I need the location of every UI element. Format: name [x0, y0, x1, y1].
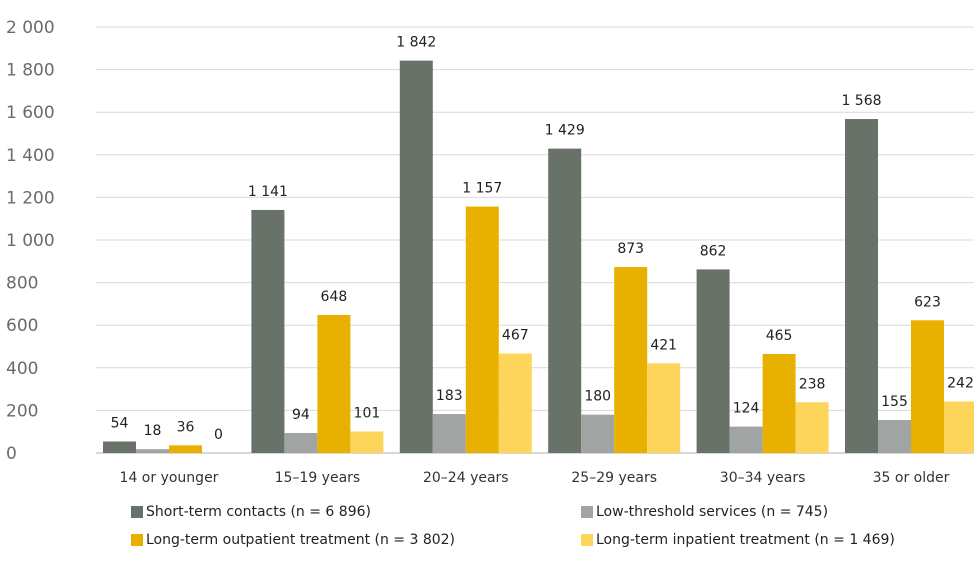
y-tick-label: 400: [6, 359, 38, 379]
data-label: 94: [292, 407, 310, 423]
bar: [251, 209, 285, 453]
data-label: 180: [584, 389, 611, 405]
data-labels: 54 18 36 0 1 141 94 648 101 1 842 183 1 157 467 1 42…: [111, 35, 974, 443]
data-label: 54: [111, 415, 129, 431]
data-label: 1 141: [248, 184, 288, 200]
bar: [911, 320, 944, 453]
data-label: 421: [650, 337, 677, 353]
data-label: 465: [766, 328, 793, 344]
bar: [169, 445, 202, 453]
bar: [944, 401, 974, 453]
bar: [729, 426, 763, 453]
x-tick-label: 20–24 years: [423, 470, 509, 486]
bar: [399, 60, 433, 454]
y-tick-label: 1 400: [6, 146, 55, 166]
y-tick-label: 0: [6, 444, 17, 464]
y-tick-label: 600: [6, 316, 38, 336]
legend-label-outpatient: Long-term outpatient treatment (n = 3 80…: [146, 532, 456, 548]
x-axis-ticks: 14 or younger 15–19 years 20–24 years 25–29…: [120, 470, 950, 486]
bar: [498, 353, 532, 453]
bar: [136, 449, 169, 453]
bars: [103, 60, 974, 454]
data-label: 1 429: [545, 123, 585, 139]
bar: [845, 119, 878, 454]
bar: [795, 402, 829, 453]
bar: [878, 419, 911, 453]
bar: [317, 314, 351, 453]
data-label: 242: [947, 375, 974, 391]
data-label: 101: [354, 405, 381, 421]
data-label: 183: [436, 388, 463, 404]
y-tick-label: 1 000: [6, 231, 55, 251]
legend-item-low-threshold: Low-threshold services (n = 745): [581, 504, 828, 520]
data-label: 623: [914, 294, 941, 310]
data-label: 155: [881, 394, 908, 410]
y-axis-ticks: 0 200 400 600 800 1 000 1 200 1 400 1 600 1 800 2 …: [6, 18, 55, 464]
data-label: 862: [700, 243, 727, 259]
legend-item-inpatient: Long-term inpatient treatment (n = 1 469…: [581, 532, 895, 548]
bar: [103, 441, 136, 453]
data-label: 467: [502, 328, 529, 344]
x-tick-label: 14 or younger: [120, 470, 219, 486]
data-label: 1 568: [841, 93, 881, 109]
legend-item-outpatient: Long-term outpatient treatment (n = 3 80…: [131, 532, 455, 548]
data-label: 18: [144, 423, 162, 439]
bar: [696, 269, 730, 453]
data-label: 0: [214, 427, 223, 443]
data-label: 124: [733, 401, 760, 417]
y-tick-label: 1 800: [6, 61, 55, 81]
legend-swatch-inpatient: [581, 534, 593, 546]
y-tick-label: 800: [6, 274, 38, 294]
bar: [647, 363, 681, 453]
y-tick-label: 2 000: [6, 18, 55, 38]
data-label: 1 157: [462, 181, 502, 197]
y-tick-label: 200: [6, 401, 38, 421]
bar: [284, 432, 318, 453]
x-tick-label: 30–34 years: [720, 470, 806, 486]
x-tick-label: 15–19 years: [275, 470, 361, 486]
data-label: 36: [177, 419, 195, 435]
gridlines: [96, 26, 974, 454]
legend-label-short-term: Short-term contacts (n = 6 896): [146, 504, 371, 520]
bar: [465, 206, 499, 453]
legend-swatch-low-threshold: [581, 506, 593, 518]
x-tick-label: 25–29 years: [571, 470, 657, 486]
data-label: 648: [321, 289, 348, 305]
data-label: 873: [617, 241, 644, 257]
legend-label-low-threshold: Low-threshold services (n = 745): [596, 504, 829, 520]
y-tick-label: 1 600: [6, 103, 55, 123]
bar: [548, 148, 582, 454]
legend-item-short-term: Short-term contacts (n = 6 896): [131, 504, 371, 520]
legend-swatch-short-term: [131, 506, 143, 518]
legend-label-inpatient: Long-term inpatient treatment (n = 1 469…: [596, 532, 895, 548]
data-label: 1 842: [396, 35, 436, 51]
x-tick-label: 35 or older: [873, 470, 950, 486]
y-tick-label: 1 200: [6, 188, 55, 208]
bar: [614, 267, 648, 453]
bar: [350, 431, 384, 453]
bar: [432, 414, 466, 453]
legend-swatch-outpatient: [131, 534, 143, 546]
bar: [581, 414, 615, 453]
data-label: 238: [799, 376, 826, 392]
bar: [762, 353, 796, 453]
